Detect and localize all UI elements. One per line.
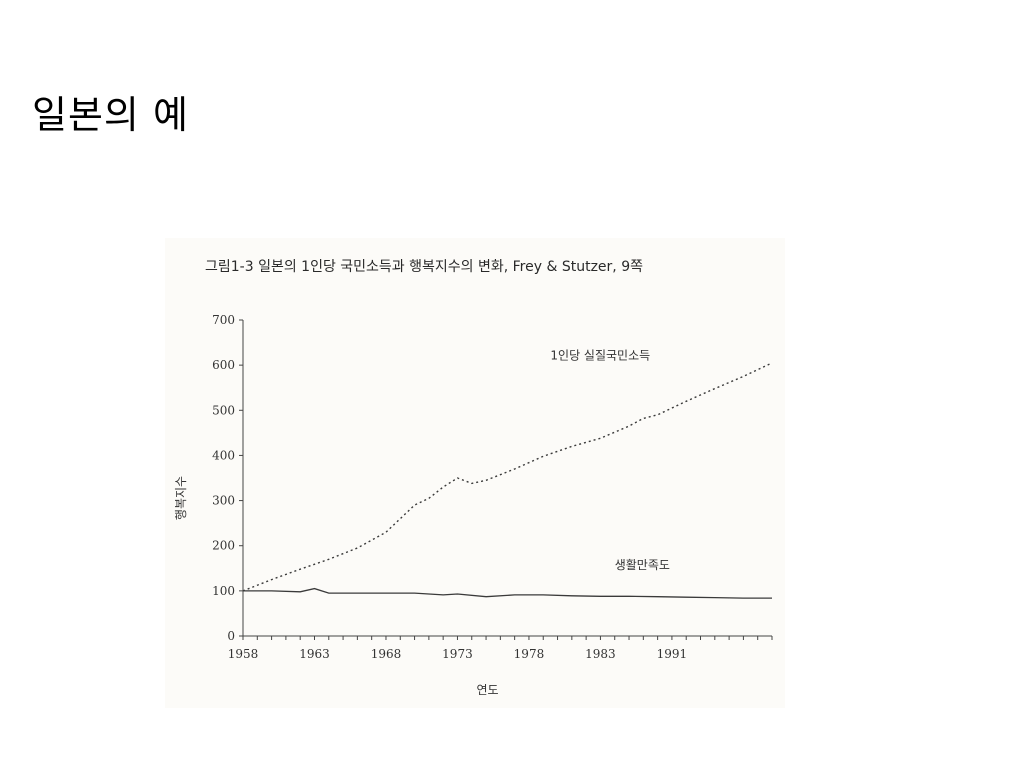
x-tick-label: 1968 bbox=[371, 647, 402, 661]
figure-caption: 그림1-3 일본의 1인당 국민소득과 행복지수의 변화, Frey & Stu… bbox=[205, 259, 643, 275]
y-tick-label: 500 bbox=[212, 403, 235, 417]
y-axis-title: 행복지수 bbox=[173, 476, 188, 520]
series-line-1 bbox=[242, 362, 773, 592]
x-tick-label: 1978 bbox=[514, 647, 545, 661]
slide-title: 일본의 예 bbox=[32, 93, 189, 137]
y-tick-label: 400 bbox=[212, 448, 235, 462]
x-tick-label: 1958 bbox=[228, 647, 259, 661]
x-axis-title: 연도 bbox=[476, 683, 498, 697]
x-tick-label: 1963 bbox=[299, 647, 330, 661]
series-label-satisfaction: 생활만족도 bbox=[615, 558, 670, 572]
x-tick-label: 1973 bbox=[442, 647, 473, 661]
y-tick-label: 700 bbox=[212, 313, 235, 327]
x-tick-label: 1991 bbox=[657, 647, 688, 661]
line-chart: 0 100 200 300 400 500 600 700 1958 1963 1968 1973 19… bbox=[173, 313, 773, 697]
y-tick-label: 100 bbox=[212, 584, 235, 598]
series-line-2 bbox=[243, 587, 772, 599]
x-tick-label: 1983 bbox=[585, 647, 616, 661]
y-tick-label: 600 bbox=[212, 358, 235, 372]
y-tick-label: 200 bbox=[212, 539, 235, 553]
y-tick-label: 0 bbox=[227, 629, 235, 643]
y-tick-label: 300 bbox=[212, 494, 235, 508]
series-label-income: 1인당 실질국민소득 bbox=[550, 348, 650, 362]
figure-panel: 그림1-3 일본의 1인당 국민소득과 행복지수의 변화, Frey & Stu… bbox=[165, 238, 785, 708]
